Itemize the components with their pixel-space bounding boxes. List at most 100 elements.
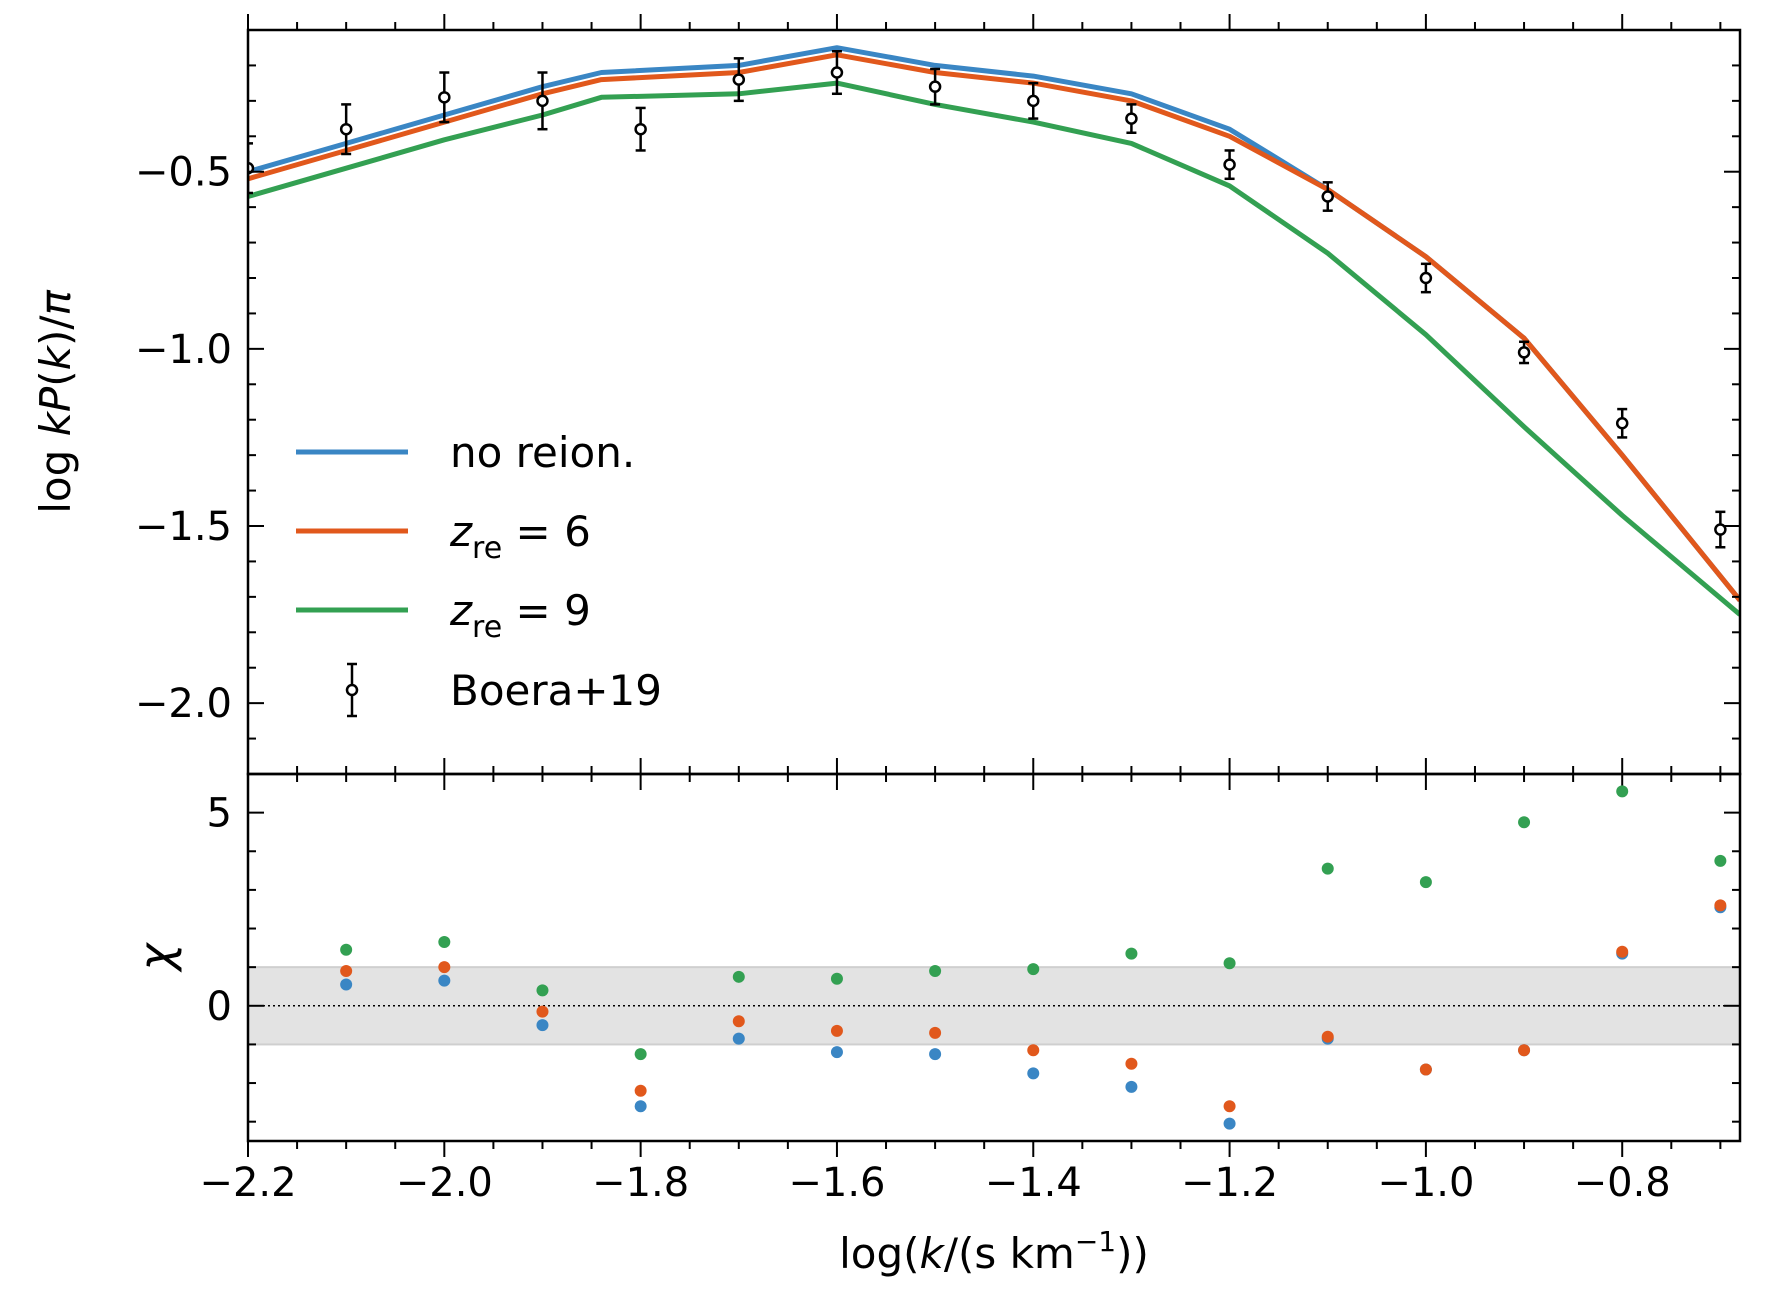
ylabel-pi: π — [31, 289, 80, 315]
chi-point-z-re-6 — [732, 1015, 745, 1028]
chi-point-z-re-6 — [340, 965, 353, 978]
top-y-axis-label: log kP(k)/π — [31, 289, 80, 513]
ylabel-close: )/ — [31, 315, 80, 346]
chi-point-z-re-6 — [1714, 899, 1727, 912]
chi-point-z-re-9 — [438, 936, 451, 949]
chi-point-no-reion — [929, 1048, 942, 1061]
x-axis-label: log(k/(s km−1)) — [839, 1225, 1149, 1278]
chi-point-z-re-6 — [830, 1024, 843, 1037]
chi-point-z-re-9 — [1518, 816, 1531, 829]
chi-point-z-re-9 — [1616, 785, 1629, 798]
chi-point-z-re-6 — [438, 961, 451, 974]
top-ytick-labels: −2.0 −1.5 −1.0 −0.5 — [135, 150, 232, 727]
top-ytick-label: −1.0 — [135, 327, 232, 373]
chi-point-z-re-6 — [1321, 1030, 1334, 1043]
top-panel: −2.0−1.5−1.0−0.5 log kP(k)/π no reion. z… — [31, 14, 1742, 790]
chi-point-z-re-9 — [830, 972, 843, 985]
chi-point-no-reion — [536, 1019, 549, 1032]
chi-point-no-reion — [1223, 1117, 1236, 1130]
boera-data-point — [1517, 340, 1531, 365]
top-axes-frame — [246, 28, 1742, 776]
top-data-points — [248, 50, 1727, 549]
bottom-panel: 05 −2.2 −2.0 −1.8 −1.6 −1.4 −1.2 −1.0 −0.8 χ lo… — [129, 758, 1742, 1278]
top-ytick-label: −1.5 — [135, 504, 232, 550]
bottom-y-axis-label: χ — [129, 942, 183, 974]
chi-point-z-re-6 — [1518, 1044, 1531, 1057]
legend-zre6-z: z — [449, 507, 473, 556]
legend-zre6-eq: = 6 — [502, 507, 591, 556]
chi-point-z-re-9 — [1125, 947, 1138, 960]
xlabel-sup: −1 — [1075, 1225, 1116, 1258]
series-line-z-re-6 — [248, 52, 1740, 602]
chi-point-z-re-9 — [1419, 876, 1432, 889]
top-series-lines — [248, 45, 1740, 617]
chi-point-z-re-9 — [929, 965, 942, 978]
xtick-label: −1.6 — [788, 1160, 885, 1206]
chi-point-z-re-9 — [1027, 963, 1040, 976]
chi-point-z-re-6 — [1223, 1100, 1236, 1113]
ylabel-P: P — [31, 386, 80, 412]
xtick-label: −1.0 — [1377, 1160, 1474, 1206]
boera-data-point — [928, 67, 942, 106]
chi-point-z-re-9 — [1223, 957, 1236, 970]
xlabel-pre: log( — [839, 1229, 919, 1278]
legend-label-zre6: zre = 6 — [449, 507, 591, 566]
legend-marker-boera — [345, 662, 359, 718]
bottom-ytick-label: 5 — [207, 791, 232, 837]
legend-label-no-reion: no reion. — [450, 428, 635, 477]
legend-zre9-z: z — [449, 586, 473, 635]
legend-zre9-eq: = 9 — [502, 586, 591, 635]
chi-point-z-re-6 — [634, 1084, 647, 1097]
bottom-ytick-label: 0 — [207, 984, 232, 1030]
xlabel-post: )) — [1116, 1229, 1149, 1278]
chi-point-no-reion — [1125, 1080, 1138, 1093]
xtick-label: −0.8 — [1574, 1160, 1671, 1206]
bottom-ticks — [247, 758, 1740, 1157]
ylabel-k2: k — [31, 344, 80, 370]
chi-point-z-re-6 — [1125, 1057, 1138, 1070]
boera-data-point — [1125, 103, 1138, 134]
xtick-label: −1.4 — [985, 1160, 1082, 1206]
boera-data-point — [732, 57, 746, 103]
bottom-ytick-labels: 05 — [207, 791, 232, 1030]
top-ticks — [247, 14, 1740, 790]
legend-zre6-sub: re — [472, 531, 502, 566]
chi-point-z-re-6 — [1419, 1063, 1432, 1076]
xtick-labels: −2.2 −2.0 −1.8 −1.6 −1.4 −1.2 −1.0 −0.8 — [199, 1160, 1670, 1206]
ylabel-open: ( — [31, 370, 80, 386]
xtick-label: −1.2 — [1181, 1160, 1278, 1206]
chi-point-z-re-6 — [929, 1026, 942, 1039]
legend-zre9-sub: re — [472, 610, 502, 645]
series-line-z-re-9 — [248, 80, 1740, 617]
boera-data-point — [1419, 262, 1433, 294]
boera-data-point — [634, 106, 647, 152]
boera-data-point — [1714, 510, 1727, 549]
boera-data-point — [339, 103, 353, 156]
top-ytick-label: −0.5 — [135, 150, 232, 196]
boera-data-point — [1615, 407, 1629, 439]
chi-point-no-reion — [830, 1046, 843, 1059]
chi-point-z-re-6 — [1027, 1044, 1040, 1057]
legend-label-boera: Boera+19 — [450, 666, 662, 715]
boera-data-point — [536, 71, 549, 131]
boera-data-point — [1223, 149, 1236, 181]
xlabel-k: k — [920, 1229, 946, 1278]
boera-data-point — [830, 50, 844, 96]
boera-data-point — [438, 71, 451, 124]
ylabel-k: k — [31, 410, 80, 436]
chi-point-no-reion — [732, 1032, 745, 1045]
chi-point-no-reion — [1027, 1067, 1040, 1080]
chi-point-z-re-6 — [1616, 945, 1629, 958]
chi-point-z-re-9 — [1321, 862, 1334, 875]
chi-point-z-re-9 — [536, 984, 549, 997]
chi-point-no-reion — [438, 974, 451, 987]
chi-point-z-re-9 — [340, 943, 353, 956]
legend-label-zre9: zre = 9 — [449, 586, 591, 645]
chi-points — [340, 785, 1727, 1130]
xtick-label: −2.0 — [396, 1160, 493, 1206]
legend: no reion. zre = 6 zre = 9 Boera+19 — [296, 428, 662, 718]
xtick-label: −2.2 — [199, 1160, 296, 1206]
chi-point-z-re-6 — [536, 1005, 549, 1018]
ylabel-log: log — [31, 436, 80, 513]
